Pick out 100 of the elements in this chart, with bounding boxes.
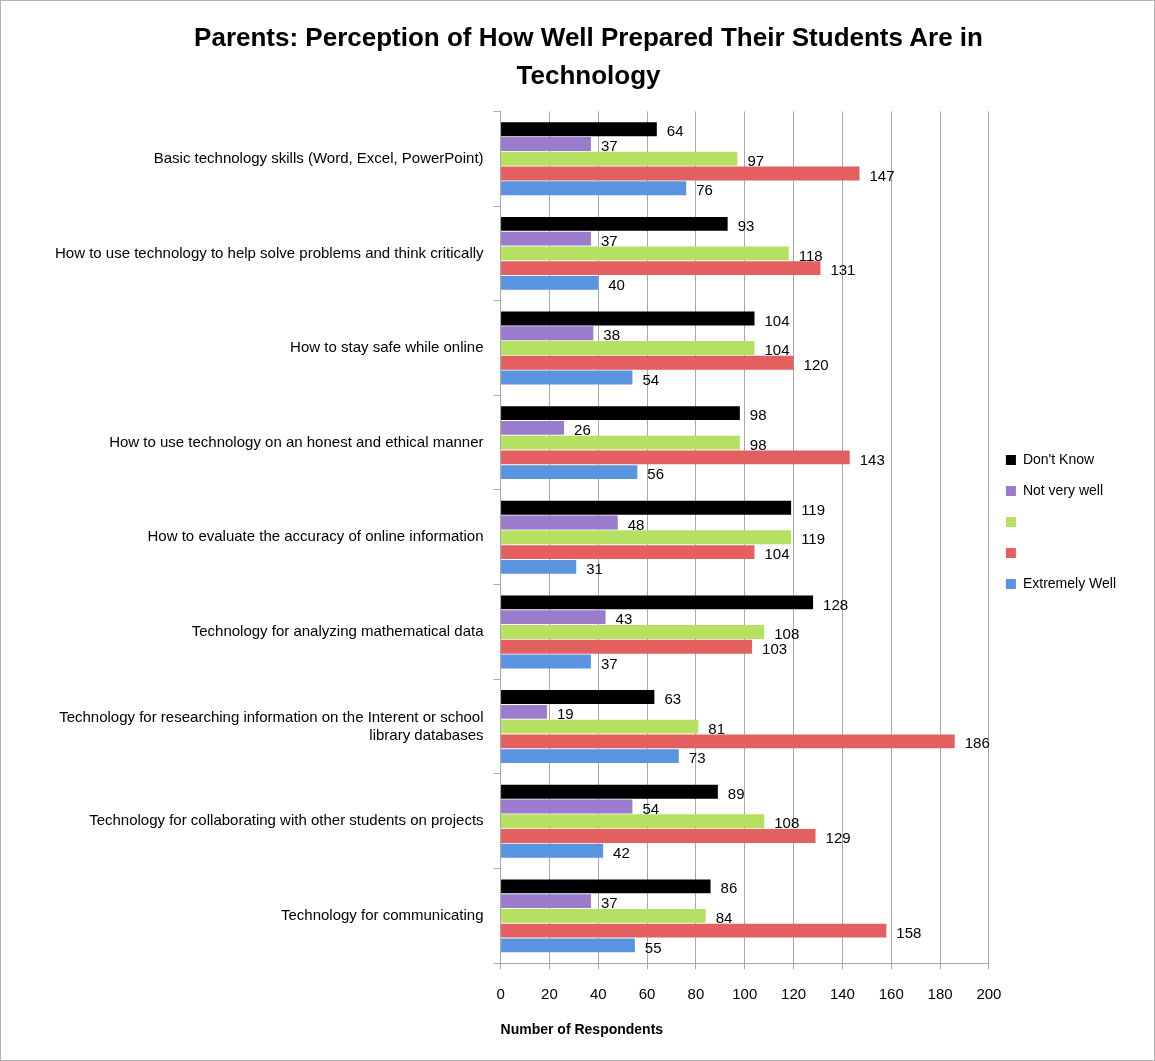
bar [501, 690, 655, 704]
data-label: 118 [798, 246, 823, 264]
legend-label: Don't Know [1022, 450, 1095, 467]
bar [501, 719, 699, 734]
x-tick-label: 100 [732, 985, 758, 1003]
data-label: 19 [556, 704, 574, 722]
y-tick-label: How to use technology on an honest and ethical manner [109, 432, 484, 450]
x-tick-label: 60 [638, 985, 656, 1003]
bar [501, 122, 657, 137]
x-tick-label: 200 [976, 985, 1002, 1003]
data-label: 129 [825, 829, 851, 847]
data-label: 186 [964, 734, 990, 752]
bar [501, 704, 547, 719]
data-label: 37 [600, 231, 618, 249]
data-label: 54 [642, 370, 660, 388]
y-tick-label: Technology for analyzing mathematical data [191, 622, 485, 640]
data-label: 42 [613, 843, 630, 861]
bar [501, 275, 599, 290]
bar [501, 246, 789, 261]
y-tick-label: Basic technology skills (Word, Excel, PowerPoint) [153, 148, 484, 166]
bar [501, 923, 887, 938]
data-label: 37 [600, 654, 618, 672]
bar [501, 450, 850, 465]
bar [501, 908, 706, 923]
y-tick-label: Technology for researching information on the Interent or school library databases [59, 707, 484, 743]
data-label: 26 [574, 421, 591, 439]
data-label: 119 [801, 500, 826, 518]
data-label: 54 [642, 799, 660, 817]
data-label: 104 [764, 311, 790, 329]
bar [501, 595, 814, 610]
bar [501, 465, 638, 480]
x-tick-label: 40 [589, 985, 607, 1003]
bar [501, 370, 633, 385]
bar [501, 261, 821, 276]
data-label: 81 [708, 719, 726, 737]
x-tick-label: 140 [829, 985, 855, 1003]
data-label: 73 [688, 749, 706, 767]
bar [501, 879, 711, 894]
x-tick-label: 120 [781, 985, 807, 1003]
data-label: 31 [586, 559, 603, 577]
bar [501, 435, 740, 450]
y-tick-label: How to use technology to help solve problems and think critically [54, 243, 485, 261]
bar [501, 559, 577, 574]
data-label: 147 [869, 166, 895, 184]
data-label: 119 [801, 530, 826, 548]
data-label: 86 [720, 879, 738, 897]
bar [501, 749, 679, 764]
data-label: 108 [774, 814, 800, 832]
bar [501, 166, 860, 181]
bar [501, 799, 633, 814]
bar [501, 938, 635, 953]
bar [501, 500, 792, 515]
data-label: 93 [737, 216, 755, 234]
bar [501, 814, 765, 829]
x-tick-label: 0 [496, 985, 505, 1003]
data-label: 143 [859, 450, 885, 468]
data-label: 37 [600, 894, 618, 912]
x-tick-label: 160 [878, 985, 904, 1003]
data-label: 104 [764, 341, 790, 359]
bar [501, 829, 816, 843]
y-tick-label: How to stay safe while online [290, 338, 484, 356]
data-label: 98 [749, 435, 767, 453]
bar [501, 784, 718, 799]
bar [501, 341, 755, 355]
data-label: 97 [747, 151, 765, 169]
data-label: 158 [896, 923, 922, 941]
data-label: 48 [627, 515, 645, 533]
data-label: 63 [664, 690, 682, 708]
bar [501, 610, 606, 625]
data-label: 55 [644, 938, 662, 956]
bar [501, 181, 687, 196]
bar [501, 639, 753, 654]
bar [501, 326, 594, 341]
bar [501, 216, 728, 231]
data-label: 64 [666, 122, 684, 140]
bar [501, 843, 604, 858]
bar [501, 654, 591, 669]
data-label: 89 [727, 784, 745, 802]
data-label: 37 [600, 137, 618, 155]
data-label: 38 [603, 326, 621, 344]
bar [501, 151, 738, 166]
x-tick-label: 20 [541, 985, 558, 1003]
bar [501, 311, 755, 326]
y-tick-label: Technology for communicating [280, 906, 484, 924]
y-tick-label: How to evaluate the accuracy of online information [147, 527, 484, 545]
data-label: 120 [803, 355, 829, 373]
bar [501, 355, 794, 370]
x-axis-title: Number of Respondents [500, 1021, 664, 1038]
legend-label: Not very well [1022, 481, 1104, 498]
bar [501, 530, 792, 545]
data-label: 128 [823, 595, 849, 613]
data-label: 56 [647, 465, 664, 483]
bar [501, 231, 591, 246]
data-label: 40 [608, 276, 625, 294]
x-tick-label: 80 [687, 985, 705, 1003]
bar [501, 515, 618, 530]
bar [501, 625, 765, 639]
bar [501, 545, 755, 559]
data-label: 131 [830, 261, 856, 279]
y-tick-label: Technology for collaborating with other students on projects [89, 811, 484, 829]
